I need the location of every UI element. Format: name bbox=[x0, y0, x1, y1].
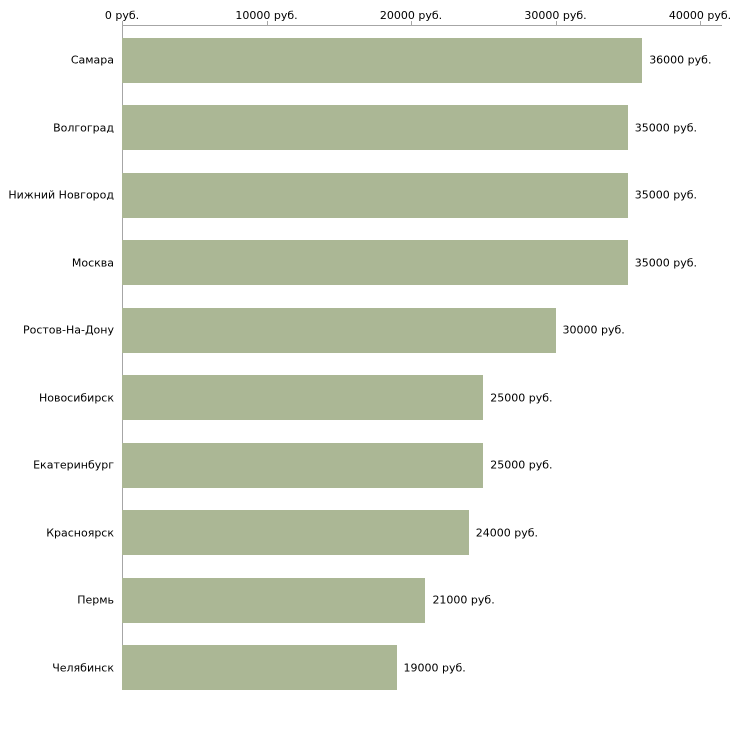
bar-row: Самара 36000 руб. bbox=[0, 37, 730, 83]
bar bbox=[122, 105, 628, 150]
category-label: Самара bbox=[70, 53, 114, 67]
category-label: Ростов-На-Дону bbox=[22, 323, 114, 337]
x-tick-label: 20000 руб. bbox=[379, 9, 443, 22]
category-label: Красноярск bbox=[46, 526, 114, 539]
value-label: 35000 руб. bbox=[634, 256, 698, 269]
x-axis-line bbox=[122, 25, 722, 26]
bar-row: Нижний Новгород 35000 руб. bbox=[0, 172, 730, 218]
bar bbox=[122, 375, 484, 420]
x-tick-label: 0 руб. bbox=[104, 9, 140, 22]
x-tick-mark bbox=[555, 21, 557, 25]
bar-row: Красноярск 24000 руб. bbox=[0, 510, 730, 555]
bar bbox=[122, 240, 628, 285]
value-label: 19000 руб. bbox=[403, 661, 466, 674]
category-label: Челябинск bbox=[52, 661, 114, 674]
value-label: 24000 руб. bbox=[475, 526, 539, 539]
value-label: 36000 руб. bbox=[649, 53, 712, 67]
category-label: Волгоград bbox=[53, 121, 114, 134]
value-label: 35000 руб. bbox=[634, 121, 698, 134]
bar-row: Ростов-На-Дону 30000 руб. bbox=[0, 307, 730, 353]
category-label: Новосибирск bbox=[38, 391, 114, 404]
bar-row: Пермь 21000 руб. bbox=[0, 577, 730, 623]
value-label: 21000 руб. bbox=[432, 593, 495, 607]
bar bbox=[122, 577, 426, 623]
bar-row: Новосибирск 25000 руб. bbox=[0, 375, 730, 420]
bar bbox=[122, 645, 397, 690]
x-tick-label: 40000 руб. bbox=[668, 9, 730, 22]
bar bbox=[122, 172, 628, 218]
category-label: Пермь bbox=[77, 593, 114, 607]
category-label: Екатеринбург bbox=[33, 458, 114, 472]
bar bbox=[122, 510, 469, 555]
y-axis-line bbox=[122, 25, 123, 690]
category-label: Нижний Новгород bbox=[8, 188, 114, 202]
bar bbox=[122, 442, 484, 488]
bar bbox=[122, 307, 556, 353]
x-tick-mark bbox=[122, 21, 123, 25]
bar-row: Екатеринбург 25000 руб. bbox=[0, 442, 730, 488]
bar-row: Волгоград 35000 руб. bbox=[0, 105, 730, 150]
x-tick-label: 30000 руб. bbox=[524, 9, 587, 22]
bar-row: Москва 35000 руб. bbox=[0, 240, 730, 285]
category-label: Москва bbox=[71, 256, 114, 269]
x-tick-mark bbox=[411, 21, 412, 25]
x-tick-mark bbox=[700, 21, 701, 25]
value-label: 30000 руб. bbox=[562, 323, 625, 337]
value-label: 25000 руб. bbox=[490, 391, 553, 404]
bar-row: Челябинск 19000 руб. bbox=[0, 645, 730, 690]
x-tick-mark bbox=[266, 21, 268, 25]
value-label: 35000 руб. bbox=[634, 188, 698, 202]
x-tick-label: 10000 руб. bbox=[235, 9, 298, 22]
bar bbox=[122, 37, 643, 83]
value-label: 25000 руб. bbox=[490, 458, 553, 472]
